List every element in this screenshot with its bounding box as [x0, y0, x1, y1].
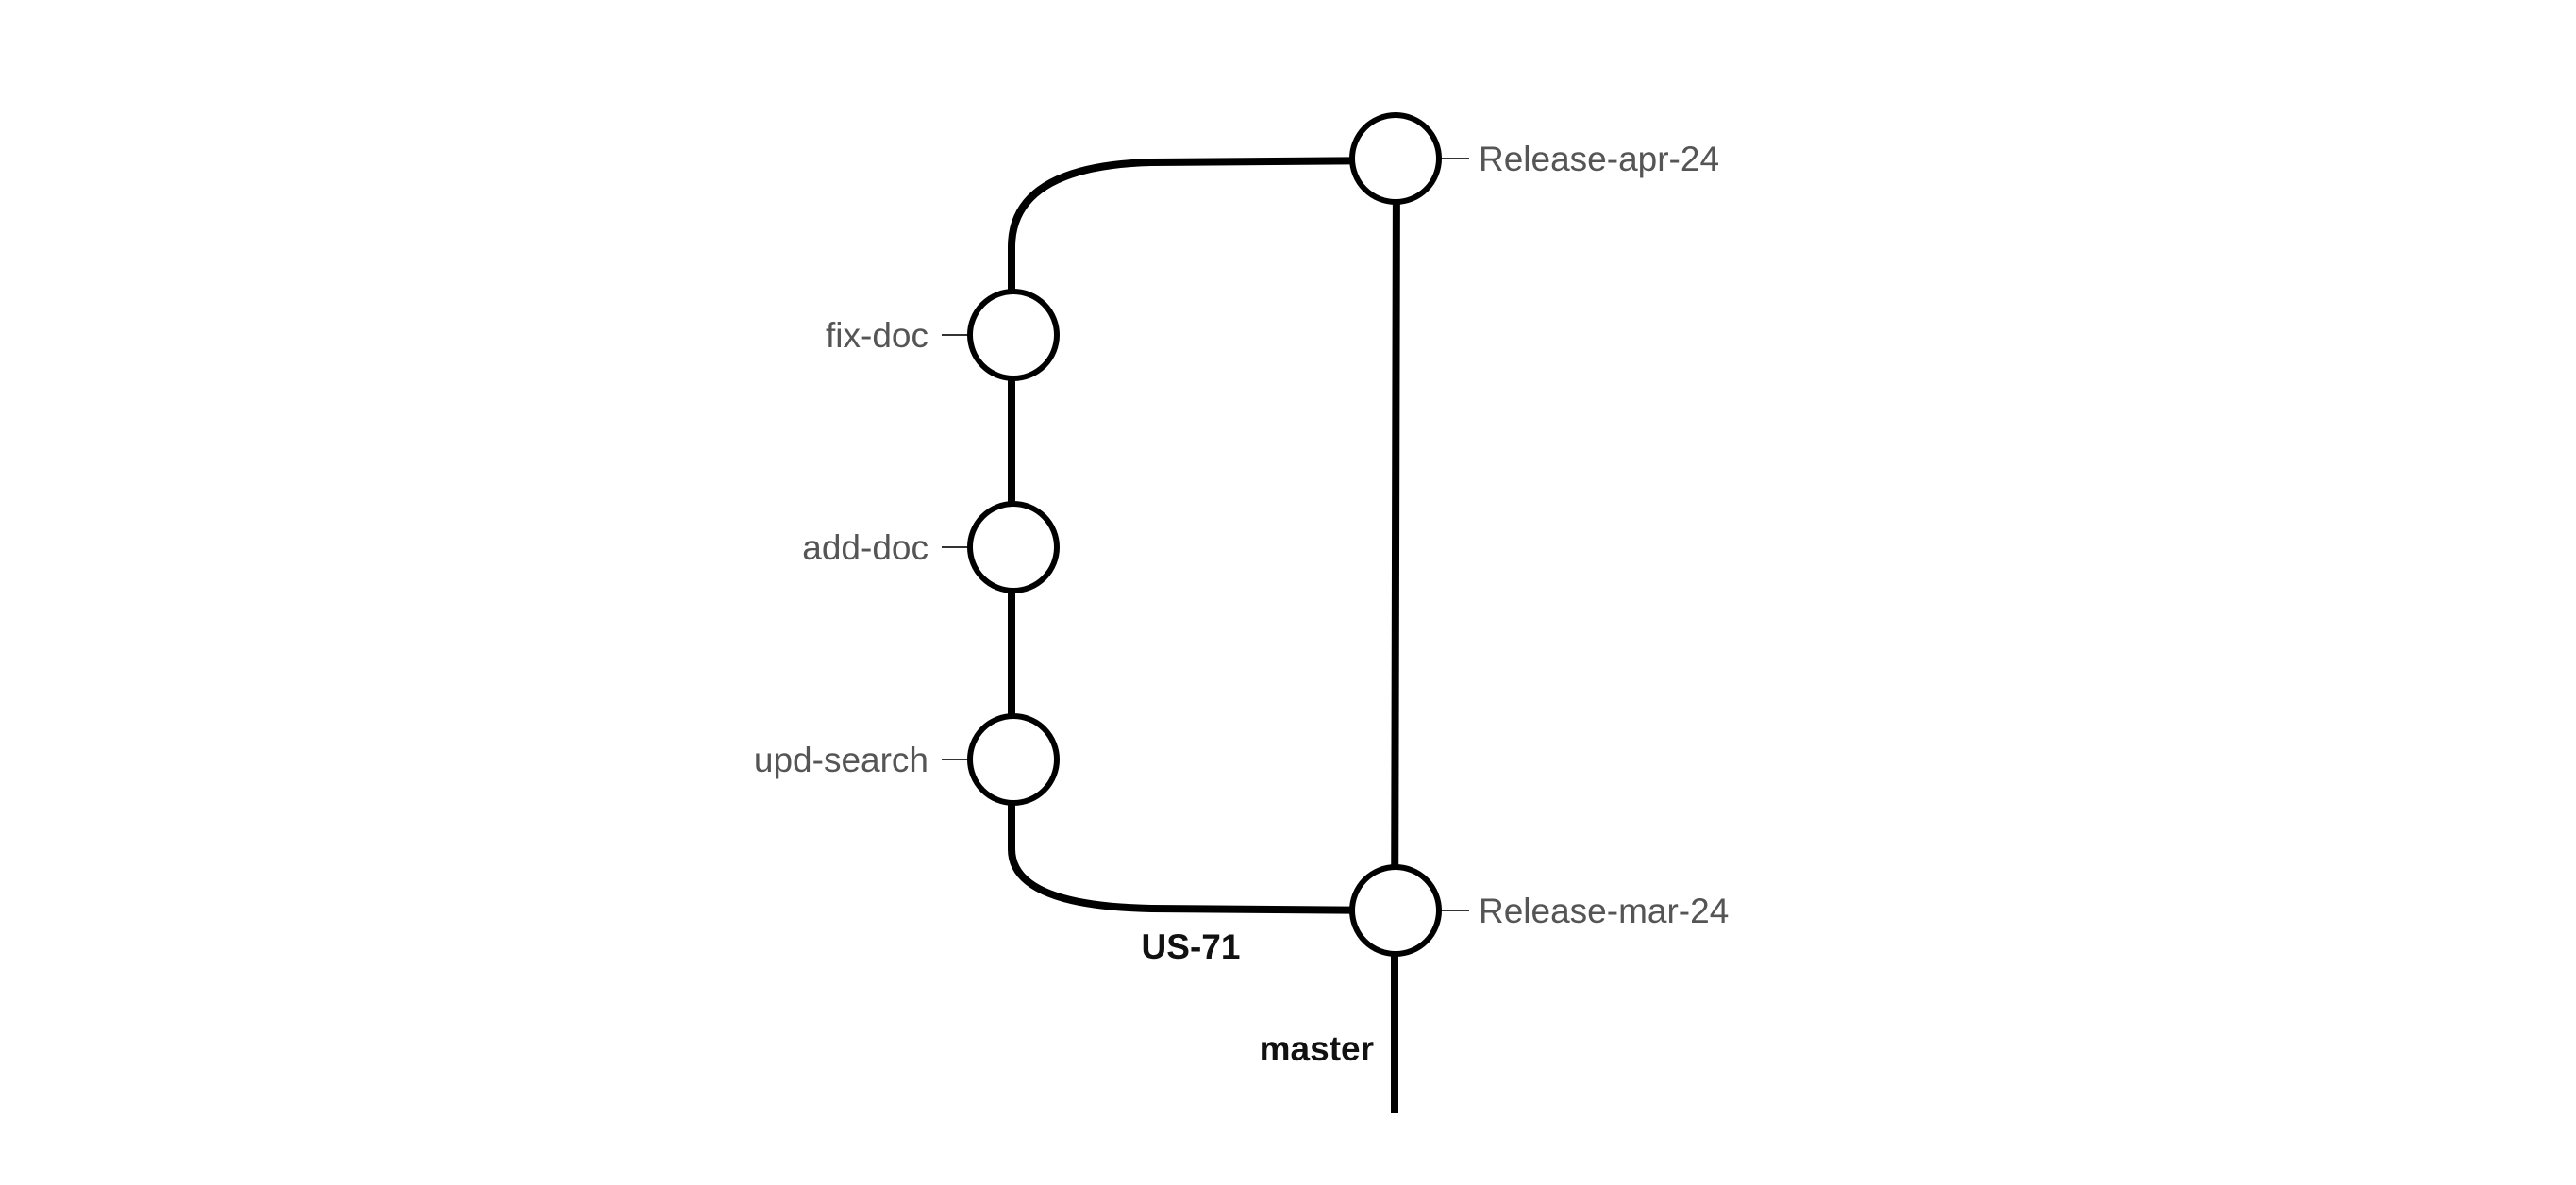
branch-label-master: master: [1260, 1029, 1374, 1068]
master-branch-line: [1391, 161, 1400, 1113]
commit-node-release-apr[interactable]: [1349, 112, 1442, 205]
commit-label-release-apr: Release-apr-24: [1479, 140, 1719, 178]
commit-label-fix-doc: fix-doc: [826, 316, 928, 355]
commit-label-upd-search: upd-search: [754, 741, 928, 779]
commit-node-fix-doc[interactable]: [967, 289, 1060, 381]
feature-branch-line: [1008, 157, 1397, 914]
commit-node-upd-search[interactable]: [967, 713, 1060, 806]
commit-node-add-doc[interactable]: [967, 501, 1060, 593]
commit-node-release-mar[interactable]: [1349, 864, 1442, 957]
commit-label-release-mar: Release-mar-24: [1479, 892, 1729, 930]
commit-label-add-doc: add-doc: [802, 528, 928, 567]
branch-label-feature: US-71: [1142, 927, 1241, 966]
